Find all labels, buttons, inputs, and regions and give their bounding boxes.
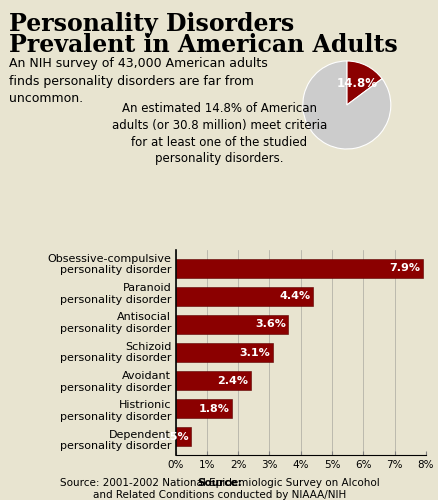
Text: Antisocial
personality disorder: Antisocial personality disorder (60, 312, 171, 334)
Wedge shape (346, 61, 381, 105)
Text: 7.9%: 7.9% (389, 264, 419, 274)
Text: Source:: Source: (197, 478, 241, 488)
Text: Avoidant
personality disorder: Avoidant personality disorder (60, 371, 171, 392)
Text: 4.4%: 4.4% (279, 292, 310, 302)
Text: 1.8%: 1.8% (198, 404, 229, 413)
Text: 3.1%: 3.1% (239, 348, 269, 358)
Text: An NIH survey of 43,000 American adults
finds personality disorders are far from: An NIH survey of 43,000 American adults … (9, 58, 267, 104)
Wedge shape (302, 61, 390, 149)
Bar (175, 428, 191, 446)
Text: Schizoid
personality disorder: Schizoid personality disorder (60, 342, 171, 363)
Text: Prevalent in American Adults: Prevalent in American Adults (9, 32, 397, 56)
Text: Dependent
personality disorder: Dependent personality disorder (60, 430, 171, 451)
Text: Histrionic
personality disorder: Histrionic personality disorder (60, 400, 171, 422)
Text: Source: 2001-2002 National Epidemiologic Survey on Alcohol
and Related Condition: Source: 2001-2002 National Epidemiologic… (60, 478, 378, 500)
Bar (175, 260, 422, 278)
Text: Paranoid
personality disorder: Paranoid personality disorder (60, 283, 171, 304)
Text: An estimated 14.8% of American
adults (or 30.8 million) meet criteria
for at lea: An estimated 14.8% of American adults (o… (112, 102, 326, 165)
Text: 0.5%: 0.5% (158, 432, 188, 442)
Text: 14.8%: 14.8% (336, 77, 377, 90)
Bar (175, 372, 250, 390)
Bar (175, 316, 287, 334)
Bar (175, 400, 231, 417)
Bar (175, 288, 313, 306)
Text: Personality Disorders: Personality Disorders (9, 12, 293, 36)
Text: 2.4%: 2.4% (217, 376, 247, 386)
Text: 3.6%: 3.6% (254, 320, 285, 330)
Text: Obsessive-compulsive
personality disorder: Obsessive-compulsive personality disorde… (47, 254, 171, 276)
Bar (175, 344, 272, 361)
